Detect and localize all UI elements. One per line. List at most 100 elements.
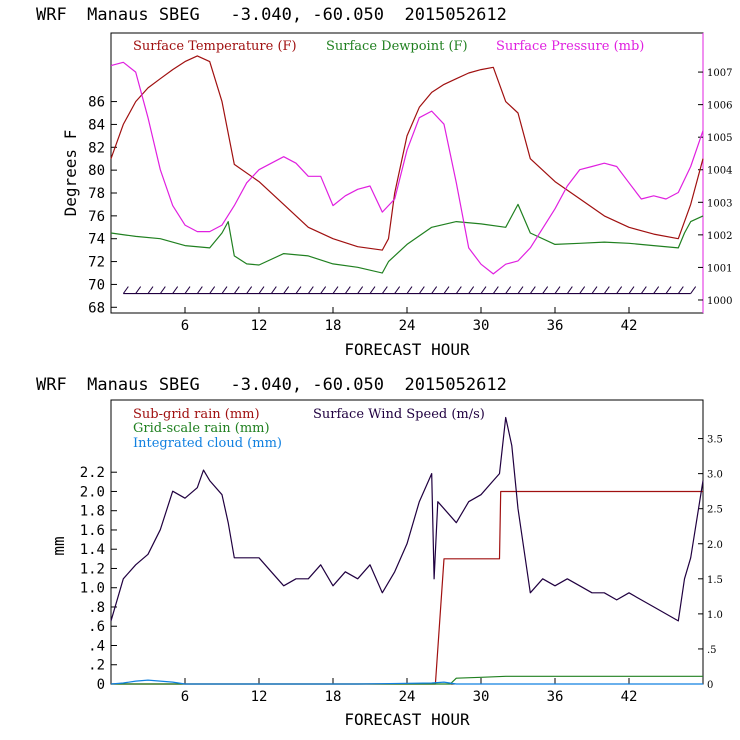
x-tick-label: 36: [547, 689, 564, 705]
wind-barbs: [122, 286, 697, 295]
x-tick-label: 6: [181, 689, 189, 705]
chart-title: WRF Manaus SBEG -3.040, -60.050 20150526…: [36, 5, 507, 25]
x-tick-label: 6: [181, 318, 189, 334]
wind-barb: [640, 286, 647, 294]
y2-tick-label: 1006: [707, 101, 732, 112]
series-line-surface-pressure: [110, 61, 704, 275]
wind-barb: [603, 286, 610, 294]
wind-barb: [283, 286, 290, 294]
wind-barb: [209, 286, 216, 294]
y-tick-label: 1.6: [80, 523, 105, 539]
series-line-surface-dewpoint: [110, 203, 704, 274]
wind-barb: [616, 286, 623, 294]
y-tick-label: 68: [88, 300, 105, 316]
x-tick-label: 12: [251, 689, 268, 705]
pressure-axis: 1000 1001 1002 1003 1004 1005 1006 1007: [698, 68, 732, 307]
precip-chart: WRF Manaus SBEG -3.040, -60.050 20150526…: [36, 375, 723, 729]
wind-barb: [406, 286, 413, 294]
y2-tick-label: 1001: [707, 263, 732, 274]
wind-barb: [221, 286, 228, 294]
y-tick-label: 1.0: [80, 581, 105, 597]
wind-barb: [443, 286, 450, 294]
legend-wind-speed: Surface Wind Speed (m/s): [313, 407, 485, 422]
y2-tick-label: 2.0: [707, 540, 723, 551]
x-axis-label: FORECAST HOUR: [344, 710, 470, 729]
wind-barb: [332, 286, 339, 294]
y-axis-label: mm: [49, 536, 68, 555]
x-tick-label: 30: [473, 689, 490, 705]
wind-barb: [480, 286, 487, 294]
series-line-sub-grid-rain: [111, 490, 703, 685]
y-axis-label: Degrees F: [61, 130, 80, 217]
wind-barb: [357, 286, 364, 294]
y-tick-label: 72: [88, 255, 105, 271]
wind-barb: [566, 286, 573, 294]
y2-tick-label: 3.5: [707, 435, 723, 446]
wind-barb: [677, 286, 684, 294]
x-tick-label: 18: [325, 318, 342, 334]
y-tick-label: 78: [88, 186, 105, 202]
wind-barb: [246, 286, 253, 294]
y-tick-label: 86: [88, 95, 105, 111]
y-tick-label: .4: [88, 638, 105, 654]
y-tick-label: 80: [88, 163, 105, 179]
wind-barb: [628, 286, 635, 294]
wind-barb: [196, 286, 203, 294]
wind-barb: [394, 286, 401, 294]
x-tick-label: 30: [473, 318, 490, 334]
y2-tick-label: 1007: [707, 68, 732, 79]
wind-barb: [233, 286, 240, 294]
wind-barb: [505, 286, 512, 294]
x-tick-label: 12: [251, 318, 268, 334]
y2-tick-label: .5: [707, 645, 717, 656]
series-line-surface-wind-speed: [110, 416, 704, 622]
wind-barb: [554, 286, 561, 294]
wind-barb: [270, 286, 277, 294]
y-tick-label: 76: [88, 209, 105, 225]
wind-barb: [172, 286, 179, 294]
legend-gridscale-rain: Grid-scale rain (mm): [133, 421, 270, 436]
x-axis: 6 12 18 24 30 36 42: [181, 678, 638, 705]
wind-barb: [468, 286, 475, 294]
wind-barb: [307, 286, 314, 294]
y-tick-label: .2: [88, 658, 105, 674]
y-tick-label: 2.0: [80, 484, 105, 500]
wind-barb: [135, 286, 142, 294]
legend-dewpoint: Surface Dewpoint (F): [326, 39, 468, 54]
wind-barb: [381, 286, 388, 294]
x-axis: 6 12 18 24 30 36 42: [181, 307, 637, 334]
y2-tick-label: 3.0: [707, 470, 723, 481]
y2-tick-label: 1002: [707, 231, 732, 242]
y2-tick-label: 1005: [707, 133, 732, 144]
y-tick-label: 82: [88, 140, 105, 156]
y-tick-label: 1.4: [80, 542, 105, 558]
legend-subgrid-rain: Sub-grid rain (mm): [133, 407, 260, 422]
legend-integrated-cloud: Integrated cloud (mm): [133, 436, 282, 451]
x-axis-label: FORECAST HOUR: [344, 340, 470, 359]
x-tick-label: 42: [621, 689, 638, 705]
wind-barb: [431, 286, 438, 294]
wind-barb: [492, 286, 499, 294]
wind-speed-axis: 0 .5 1.0 1.5 2.0 2.5 3.0 3.5: [698, 435, 723, 691]
wind-barb: [665, 286, 672, 294]
chart-title: WRF Manaus SBEG -3.040, -60.050 20150526…: [36, 375, 507, 395]
y-tick-label: 0: [97, 677, 105, 693]
wind-barb: [122, 286, 129, 294]
y-tick-label: 2.2: [80, 465, 105, 481]
wind-barb: [159, 286, 166, 294]
y-tick-label: 1.8: [80, 504, 105, 520]
wind-barb: [591, 286, 598, 294]
y2-tick-label: 0: [707, 680, 713, 691]
wind-barb: [455, 286, 462, 294]
x-tick-label: 18: [325, 689, 342, 705]
y-tick-label: .8: [88, 600, 105, 616]
y-tick-label: 74: [88, 232, 105, 248]
legend-pressure: Surface Pressure (mb): [496, 39, 644, 54]
y2-tick-label: 2.5: [707, 505, 723, 516]
wind-barb: [147, 286, 154, 294]
wind-barb: [418, 286, 425, 294]
temperature-chart: WRF Manaus SBEG -3.040, -60.050 20150526…: [36, 5, 732, 359]
series-line-integrated-cloud: [110, 679, 703, 685]
wind-barb: [184, 286, 191, 294]
